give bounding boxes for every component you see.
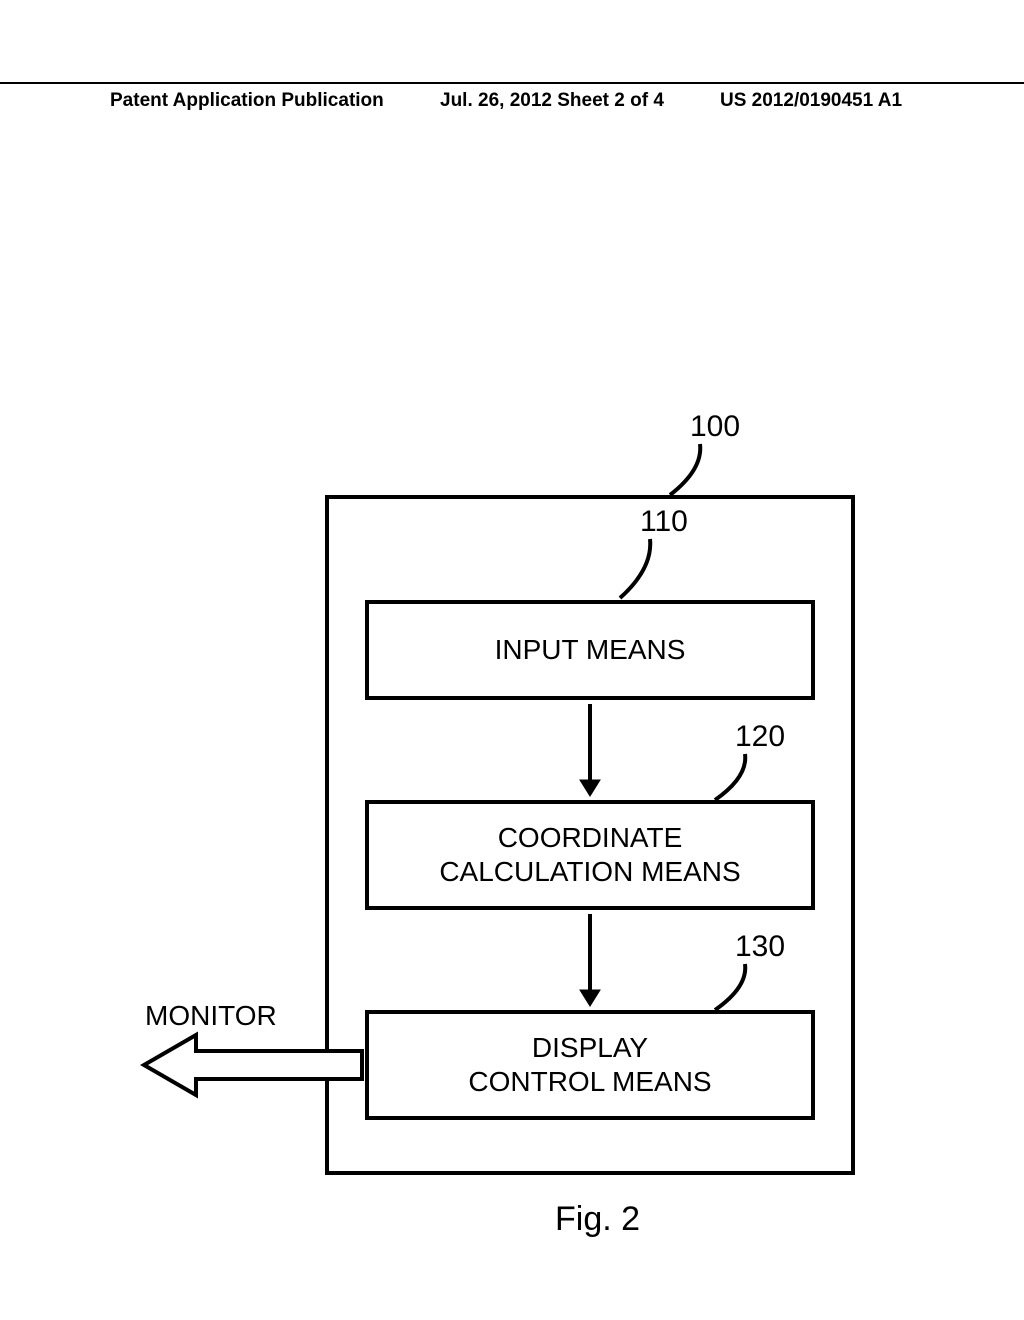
header-right: US 2012/0190451 A1 (720, 90, 902, 112)
arrow-coord-to-display-icon (580, 914, 600, 1006)
header-mid: Jul. 26, 2012 Sheet 2 of 4 (440, 90, 664, 112)
header-rule (0, 82, 1024, 84)
hollow-arrow-to-monitor-icon (144, 1035, 362, 1095)
page: Patent Application Publication Jul. 26, … (0, 0, 1024, 1320)
arrow-input-to-coord-icon (580, 704, 600, 796)
connector-svg (0, 200, 1024, 1300)
leader-line-130-icon (715, 964, 745, 1010)
diagram: INPUT MEANS COORDINATE CALCULATION MEANS… (0, 200, 1024, 1100)
header-left: Patent Application Publication (110, 90, 384, 112)
leader-line-100-icon (670, 444, 700, 495)
leader-line-110-icon (620, 539, 650, 598)
leader-line-120-icon (715, 754, 745, 800)
